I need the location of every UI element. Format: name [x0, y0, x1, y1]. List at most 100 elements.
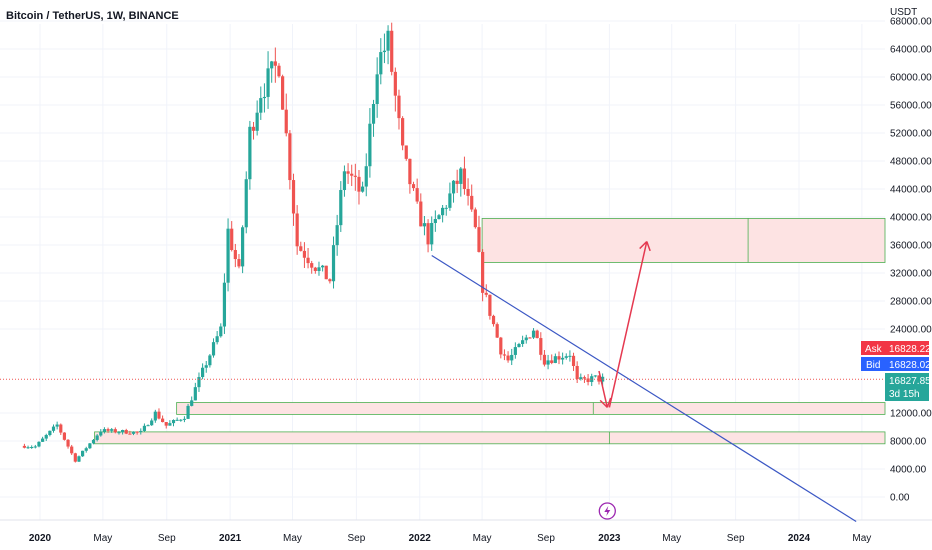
candle-up [331, 245, 336, 282]
candle-up [51, 426, 56, 431]
candle-down [22, 445, 27, 448]
x-tick-label: 2023 [598, 533, 621, 544]
candle-down [161, 418, 165, 423]
y-tick-label: 56000.00 [890, 101, 932, 112]
candle-up [190, 400, 194, 406]
zone-box[interactable] [481, 217, 886, 263]
zone-box[interactable] [176, 402, 886, 415]
trend-line[interactable] [431, 254, 857, 523]
candle-down [291, 180, 296, 214]
candle-up [255, 112, 259, 131]
lightning-icon[interactable] [598, 502, 616, 520]
x-tick-label: May [473, 533, 492, 544]
candle-up [335, 225, 339, 246]
candle-down [484, 292, 488, 295]
candle-up [117, 432, 121, 434]
y-tick-label: 32000.00 [890, 269, 932, 280]
y-tick-label: 60000.00 [890, 73, 932, 84]
candle-up [139, 430, 143, 433]
candle-down [299, 246, 303, 251]
candle-up [459, 168, 463, 184]
projection-arrow[interactable] [608, 241, 648, 408]
candle-up [368, 123, 372, 167]
candle-up [437, 215, 441, 220]
zone-box[interactable] [94, 431, 886, 445]
candle-down [470, 195, 474, 210]
chart-title: Bitcoin / TetherUS, 1W, BINANCE [6, 10, 179, 22]
price-axis[interactable]: 68000.00 64000.00 60000.00 56000.00 52000.00… [890, 17, 932, 504]
candle-down [135, 431, 139, 433]
x-tick-label: May [852, 533, 871, 544]
candle-down [62, 432, 67, 440]
candle-up [219, 326, 223, 337]
candle-up [513, 347, 517, 355]
candle-down [415, 188, 419, 202]
candle-up [266, 68, 270, 97]
candle-up [201, 367, 205, 378]
y-tick-label: 40000.00 [890, 213, 932, 224]
candle-up [55, 424, 59, 427]
candle-up [44, 435, 48, 439]
candle-down [557, 356, 561, 360]
candle-up [241, 227, 245, 267]
last-price-badge: 16827.85 3d 15h [885, 373, 931, 401]
candle-down [284, 109, 288, 134]
candle-down [73, 453, 77, 462]
candle-down [310, 263, 314, 268]
candle-down [66, 439, 70, 447]
candle-up [48, 430, 52, 436]
last-price-value: 16827.85 [889, 376, 931, 387]
y-tick-label: 0.00 [890, 493, 910, 504]
candle-down [455, 180, 459, 184]
candle-up [248, 126, 252, 180]
bid-badge [861, 357, 885, 371]
candle-up [182, 418, 187, 420]
ask-value-badge [885, 341, 929, 355]
projection-arrow[interactable] [598, 370, 609, 408]
candle-up [361, 186, 365, 192]
zones[interactable] [94, 217, 886, 445]
candle-down [586, 378, 590, 383]
candle-down [495, 324, 499, 338]
drawings[interactable] [431, 240, 857, 523]
x-tick-label: Sep [158, 533, 176, 544]
candle-up [211, 342, 216, 356]
candle-up [222, 282, 227, 327]
candle-up [131, 431, 136, 434]
candle-up [197, 377, 201, 388]
x-tick-label: 2020 [29, 533, 52, 544]
candle-down [281, 76, 285, 110]
candle-up [521, 340, 525, 345]
candle-down [481, 251, 485, 293]
candle-down [357, 176, 361, 192]
candle-down [302, 250, 307, 258]
candle-up [517, 344, 521, 348]
candle-up [215, 336, 219, 343]
y-tick-label: 28000.00 [890, 297, 932, 308]
candle-up [88, 443, 92, 449]
candle-up [30, 446, 34, 448]
candle-up [321, 265, 325, 268]
candle-up [382, 50, 387, 53]
candle-up [448, 193, 452, 208]
candle-down [273, 61, 277, 66]
candle-up [171, 419, 176, 424]
candle-up [77, 456, 81, 462]
candle-down [157, 411, 161, 419]
candle-up [244, 179, 248, 228]
candle-down [233, 249, 237, 260]
candle-up [433, 219, 437, 224]
candle-up [441, 207, 445, 216]
candle-up [259, 98, 263, 113]
candle-up [546, 360, 550, 365]
candle-up [153, 411, 157, 421]
candle-down [306, 257, 310, 264]
time-axis[interactable]: 2020 May Sep 2021 May Sep 2022 May Sep 2023 May Sep… [29, 533, 871, 544]
ask-value: 16828.22 [889, 344, 931, 355]
x-tick-label: Sep [727, 533, 745, 544]
candle-up [33, 446, 37, 448]
candle-down [462, 168, 467, 189]
candle-down [277, 65, 281, 77]
bid-quote: Bid 16828.02 [861, 357, 931, 371]
